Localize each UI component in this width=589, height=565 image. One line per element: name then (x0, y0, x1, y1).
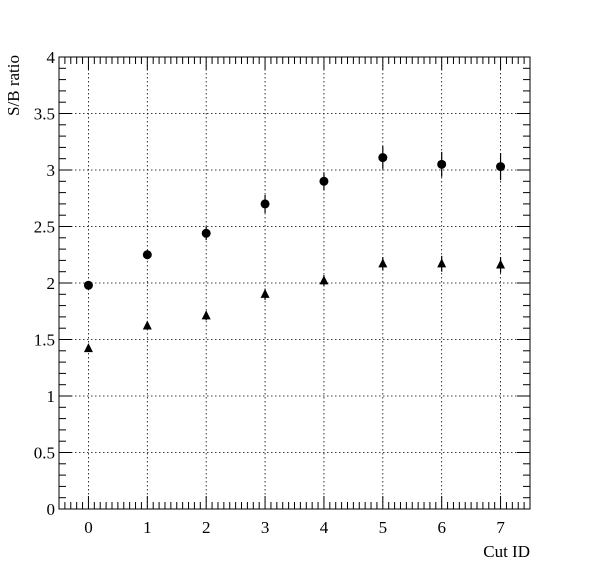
triangle-marker (83, 343, 93, 353)
triangle-marker (496, 259, 506, 269)
x-tick-label: 5 (379, 518, 388, 537)
series-triangle (83, 255, 506, 353)
axis-ticks (58, 56, 531, 510)
y-tick-label: 1 (47, 387, 56, 406)
data-point (437, 151, 447, 177)
circle-marker (142, 250, 152, 260)
triangle-marker (260, 288, 270, 298)
data-point (496, 153, 506, 181)
x-tick-label: 2 (202, 518, 211, 537)
y-axis-title: S/B ratio (4, 55, 23, 116)
triangle-marker (319, 275, 329, 285)
circle-marker (260, 199, 270, 209)
y-tick-label: 2 (47, 274, 56, 293)
x-tick-label: 4 (320, 518, 329, 537)
tick-labels: 0 1 2 3 4 5 6 7 0 0.5 1 1.5 2 2.5 3 3.5 4 (34, 48, 506, 537)
x-tick-label: 3 (261, 518, 270, 537)
circle-marker (201, 228, 211, 238)
data-point (201, 310, 211, 321)
x-axis-title: Cut ID (483, 542, 530, 561)
data-markers (83, 146, 506, 353)
data-point (142, 320, 152, 330)
y-tick-label: 0 (47, 500, 56, 519)
y-tick-label: 2.5 (34, 218, 55, 237)
data-point (378, 257, 388, 271)
triangle-marker (201, 310, 211, 320)
circle-marker (437, 159, 447, 169)
y-tick-label: 3 (47, 161, 56, 180)
x-tick-label: 1 (143, 518, 152, 537)
y-tick-label: 4 (47, 48, 56, 67)
circle-marker (319, 176, 329, 186)
x-tick-label: 7 (496, 518, 505, 537)
data-point (201, 226, 211, 241)
data-point (319, 172, 329, 191)
data-point (496, 257, 506, 273)
data-point (378, 146, 388, 169)
triangle-marker (437, 258, 447, 268)
data-point (83, 280, 93, 290)
circle-marker (83, 280, 93, 290)
x-tick-label: 0 (84, 518, 93, 537)
triangle-marker (378, 258, 388, 268)
data-point (142, 250, 152, 260)
circle-marker (378, 153, 388, 163)
data-point (437, 255, 447, 272)
y-tick-label: 3.5 (34, 105, 55, 124)
data-point (319, 275, 329, 287)
triangle-marker (142, 320, 152, 330)
data-point (83, 343, 93, 353)
grid-lines (59, 57, 530, 509)
series-circle (83, 146, 506, 290)
y-tick-label: 0.5 (34, 444, 55, 463)
x-tick-label: 6 (437, 518, 446, 537)
data-point (260, 194, 270, 213)
data-point (260, 288, 270, 300)
circle-marker (496, 162, 506, 172)
y-tick-label: 1.5 (34, 331, 55, 350)
